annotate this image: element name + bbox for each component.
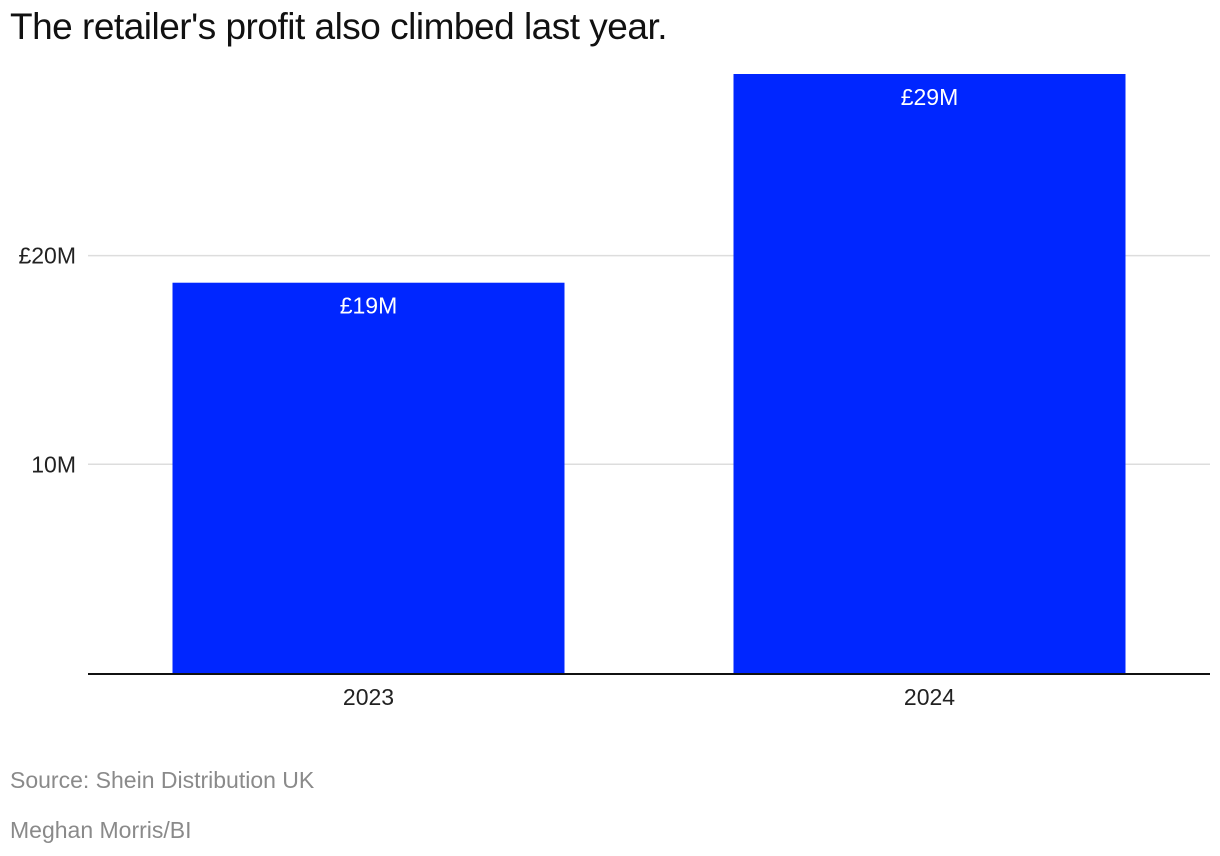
data-label: £29M (901, 84, 959, 110)
bar (733, 74, 1126, 673)
y-tick-label: 10M (31, 451, 76, 477)
bars (172, 74, 1126, 673)
x-tick-label: 2024 (904, 684, 955, 710)
bar-chart: 10M £20M £19M 2023 £29M 2024 (18, 74, 1210, 710)
chart-title: The retailer's profit also climbed last … (10, 6, 668, 47)
data-label: £19M (340, 293, 398, 319)
x-tick-label: 2023 (343, 684, 394, 710)
source-note: Source: Shein Distribution UK (10, 767, 315, 793)
y-tick-label: £20M (18, 243, 76, 269)
labels: 10M £20M £19M 2023 £29M 2024 (18, 84, 958, 710)
author-credit: Meghan Morris/BI (10, 817, 192, 843)
bar (172, 282, 565, 673)
